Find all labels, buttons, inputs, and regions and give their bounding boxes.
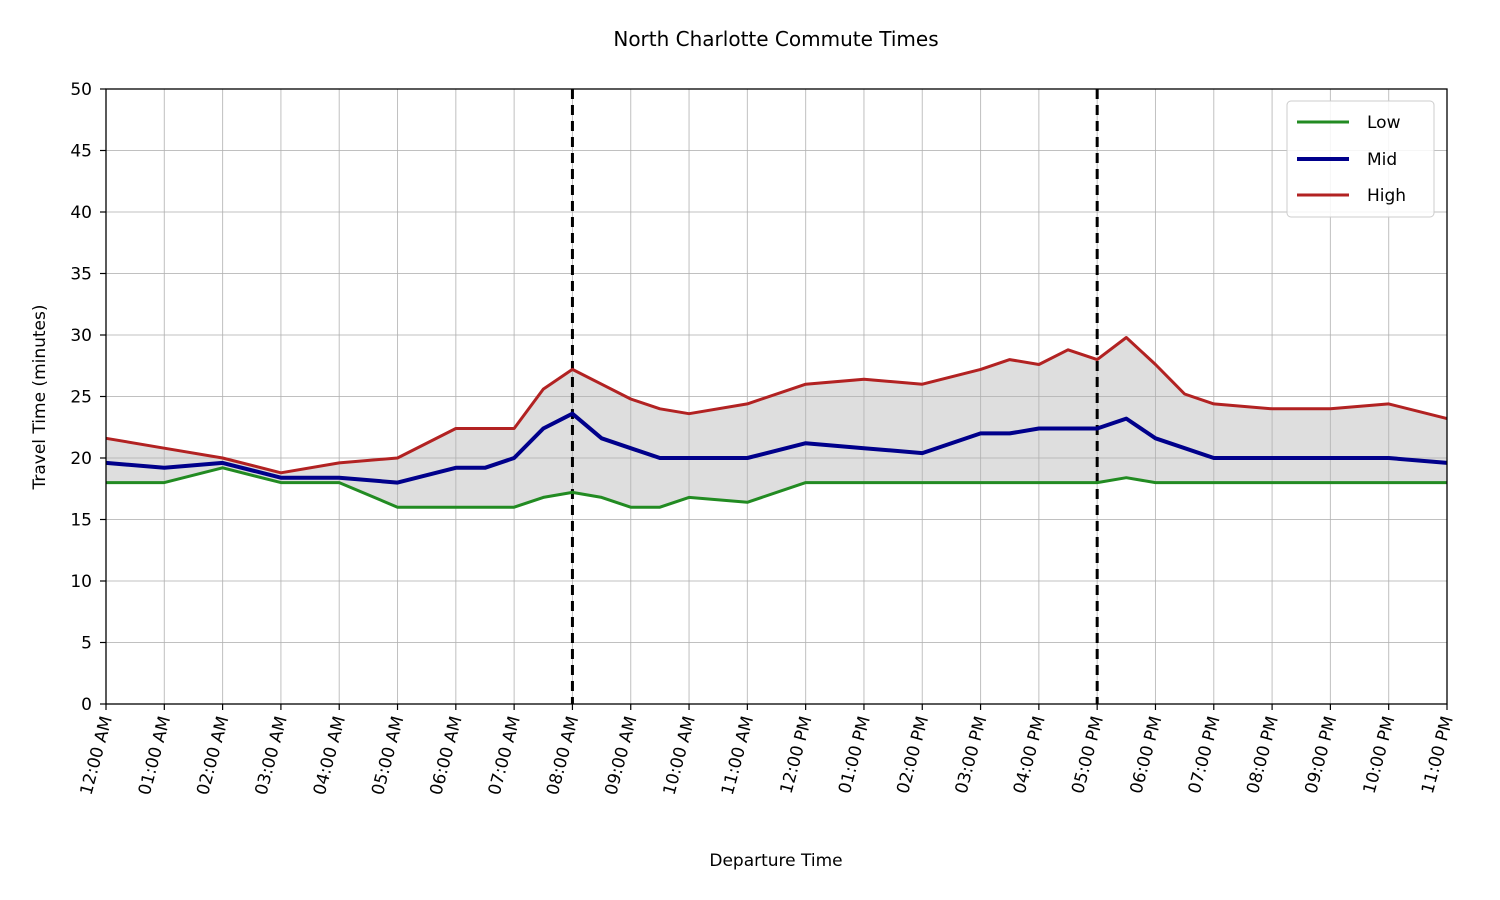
legend-box [1286,100,1435,218]
legend-label-high: High [1367,186,1406,206]
y-tick-label: 40 [70,203,92,223]
legend-label-low: Low [1367,113,1401,133]
y-tick-label: 35 [70,265,92,285]
series-line-low [106,466,1447,509]
low-high-range-band [106,337,1447,508]
y-tick-label: 0 [81,695,92,715]
shaded-band-layer [106,337,1447,508]
y-tick-label: 30 [70,326,92,346]
y-tick-label: 25 [70,388,92,408]
series-line-mid [105,411,1448,485]
y-tick-label: 20 [70,449,92,469]
chart-title: North Charlotte Commute Times [613,27,938,51]
x-axis-label: Departure Time [709,851,842,871]
series-line-high [105,336,1448,475]
series-layer [105,336,1448,509]
y-tick-label: 50 [70,80,92,100]
y-tick-label: 10 [70,572,92,592]
y-tick-label: 15 [70,511,92,531]
legend-label-mid: Mid [1367,150,1397,170]
y-tick-label: 5 [81,634,92,654]
y-tick-label: 45 [70,142,92,162]
vertical-marker-layer [570,89,1099,704]
legend: Low Mid High [1286,100,1435,218]
y-axis-label: Travel Time (minutes) [30,304,50,490]
